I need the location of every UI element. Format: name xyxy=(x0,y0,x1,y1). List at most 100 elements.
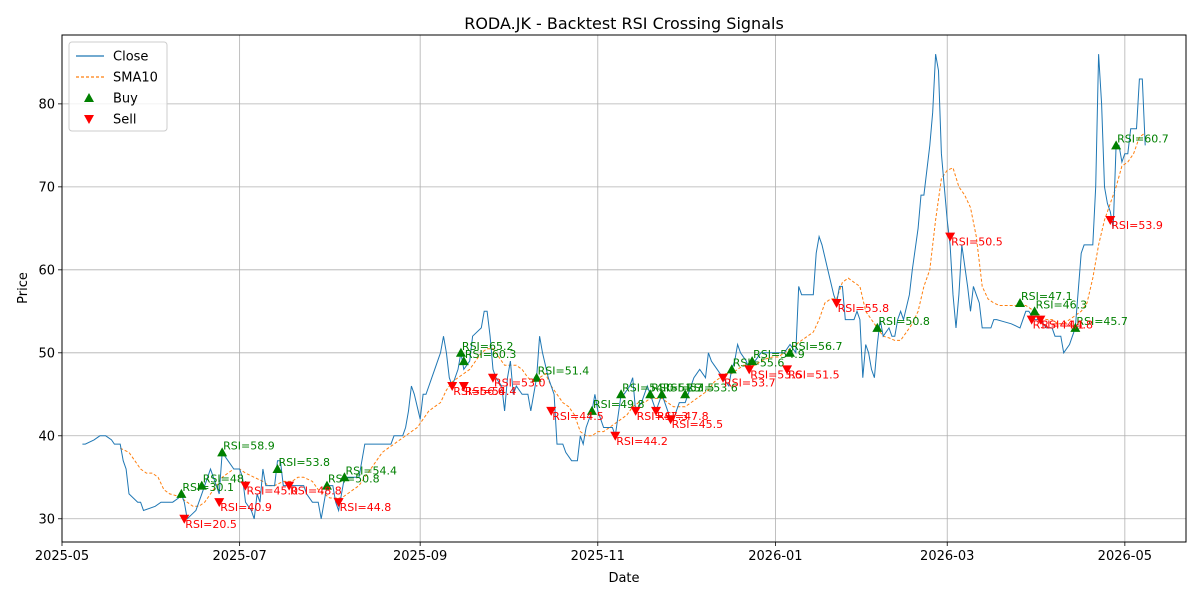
legend-swatch-sell xyxy=(84,115,94,124)
sell-rsi-label: RSI=51.5 xyxy=(788,368,840,381)
chart-title: RODA.JK - Backtest RSI Crossing Signals xyxy=(464,14,784,33)
sell-marker xyxy=(447,382,458,391)
legend: Close SMA10 Buy Sell xyxy=(68,41,168,132)
sell-rsi-label: RSI=45.0 xyxy=(246,485,298,498)
y-axis-label: Price xyxy=(16,272,31,304)
legend-label: Sell xyxy=(113,113,136,128)
buy-rsi-label: RSI=51.4 xyxy=(538,365,590,378)
y-tick-label: 40 xyxy=(38,429,55,444)
legend-label: Close xyxy=(113,50,148,65)
sell-marker xyxy=(1026,315,1037,325)
plot-area: RSI=30.1RSI=48.RSI=58.9RSI=53.8RSI=50.8R… xyxy=(82,54,1169,531)
buy-rsi-label: RSI=53.5 xyxy=(663,381,715,394)
buy-rsi-label: RSI=47.1 xyxy=(1021,290,1073,303)
buy-marker xyxy=(458,356,469,366)
x-tick-label: 2025-09 xyxy=(393,549,447,564)
y-tick-label: 60 xyxy=(38,263,55,278)
sell-rsi-label: RSI=53.9 xyxy=(1111,219,1163,232)
sell-rsi-label: RSI=47.3 xyxy=(637,410,689,423)
sell-marker xyxy=(240,481,251,491)
x-tick-label: 2025-07 xyxy=(212,549,266,564)
legend-box xyxy=(68,41,168,132)
sell-marker xyxy=(945,232,956,242)
buy-marker xyxy=(455,347,466,357)
sell-marker xyxy=(458,382,469,391)
sell-rsi-label: RSI=53.6 xyxy=(750,368,802,381)
buy-rsi-label: RSI=58.9 xyxy=(223,439,275,452)
buy-marker xyxy=(1111,140,1122,150)
legend-label: Buy xyxy=(113,92,138,107)
buy-marker xyxy=(726,364,737,374)
buy-marker xyxy=(656,389,667,399)
buy-marker xyxy=(747,356,758,366)
sell-rsi-label: RSI=50.5 xyxy=(951,236,1003,249)
sell-marker xyxy=(487,373,498,383)
buy-marker xyxy=(196,480,207,490)
sell-marker xyxy=(651,406,662,416)
sell-rsi-label: RSI=44.1 xyxy=(1033,319,1085,332)
buy-rsi-label: RSI=46.3 xyxy=(1036,298,1088,311)
buy-rsi-label: RSI=60.7 xyxy=(1117,132,1169,145)
legend-label: SMA10 xyxy=(113,71,158,86)
sell-marker xyxy=(284,481,295,491)
x-axis-label: Date xyxy=(608,571,639,586)
sell-rsi-label: RSI=54.4 xyxy=(465,385,517,398)
sell-rsi-label: RSI=53.0 xyxy=(494,377,546,390)
buy-marker xyxy=(645,389,656,399)
buy-rsi-label: RSI=45.7 xyxy=(1076,315,1128,328)
sell-rsi-label: RSI=55.8 xyxy=(838,302,890,315)
sell-rsi-label: RSI=53.7 xyxy=(724,377,776,390)
sell-marker xyxy=(214,498,225,508)
buy-rsi-label: RSI=48. xyxy=(203,473,248,486)
buy-marker xyxy=(784,347,795,357)
buy-marker xyxy=(680,389,691,399)
y-tick-label: 30 xyxy=(38,512,55,527)
x-tick-label: 2025-05 xyxy=(35,549,89,564)
buy-rsi-label: RSI=50.8 xyxy=(328,473,380,486)
sell-rsi-label: RSI=40.9 xyxy=(220,501,272,514)
buy-rsi-label: RSI=53.8 xyxy=(278,456,330,469)
x-tick-label: 2025-11 xyxy=(571,549,625,564)
buy-marker xyxy=(872,322,883,332)
sell-marker xyxy=(546,406,557,416)
buy-marker xyxy=(616,389,627,399)
sell-rsi-label: RSI=48.8 xyxy=(290,485,342,498)
buy-rsi-label: RSI=54.4 xyxy=(345,464,397,477)
sell-marker xyxy=(744,365,755,375)
sell-marker xyxy=(333,498,344,508)
x-tick-label: 2026-01 xyxy=(748,549,802,564)
buy-rsi-label: RSI=54.0 xyxy=(622,381,674,394)
y-tick-label: 70 xyxy=(38,180,55,195)
sell-marker xyxy=(630,406,641,416)
sell-marker xyxy=(1105,216,1116,226)
buy-marker xyxy=(1070,322,1081,332)
sell-marker xyxy=(610,431,621,441)
buy-marker xyxy=(321,480,332,490)
sma10-line xyxy=(119,132,1146,507)
buy-rsi-label: RSI=51.7 xyxy=(651,381,703,394)
y-axis: 30 40 50 60 70 80 xyxy=(38,97,62,527)
sell-marker xyxy=(718,373,729,383)
buy-rsi-label: RSI=65.2 xyxy=(462,340,514,353)
buy-marker xyxy=(272,463,283,473)
buy-rsi-label: RSI=50.8 xyxy=(878,315,930,328)
buy-rsi-label: RSI=56.7 xyxy=(791,340,843,353)
sell-rsi-label: RSI=44.2 xyxy=(616,435,668,448)
sell-rsi-label: RSI=44.8 xyxy=(340,501,392,514)
sell-marker xyxy=(1035,315,1046,325)
x-tick-label: 2026-03 xyxy=(920,549,974,564)
sell-rsi-label: RSI=20.5 xyxy=(185,518,237,531)
sell-marker xyxy=(831,299,842,309)
sell-rsi-label: RSI=45.5 xyxy=(672,418,724,431)
buy-marker xyxy=(1029,306,1040,316)
axes-frame xyxy=(61,34,1187,543)
sell-rsi-label: RSI=56.6 xyxy=(453,385,505,398)
buy-marker xyxy=(531,372,542,382)
y-tick-label: 50 xyxy=(38,346,55,361)
x-tick-label: 2026-05 xyxy=(1098,549,1152,564)
buy-marker xyxy=(176,488,187,498)
buy-rsi-label: RSI=53.6 xyxy=(686,381,738,394)
buy-marker xyxy=(1015,298,1026,308)
buy-rsi-label: RSI=60.3 xyxy=(465,348,517,361)
